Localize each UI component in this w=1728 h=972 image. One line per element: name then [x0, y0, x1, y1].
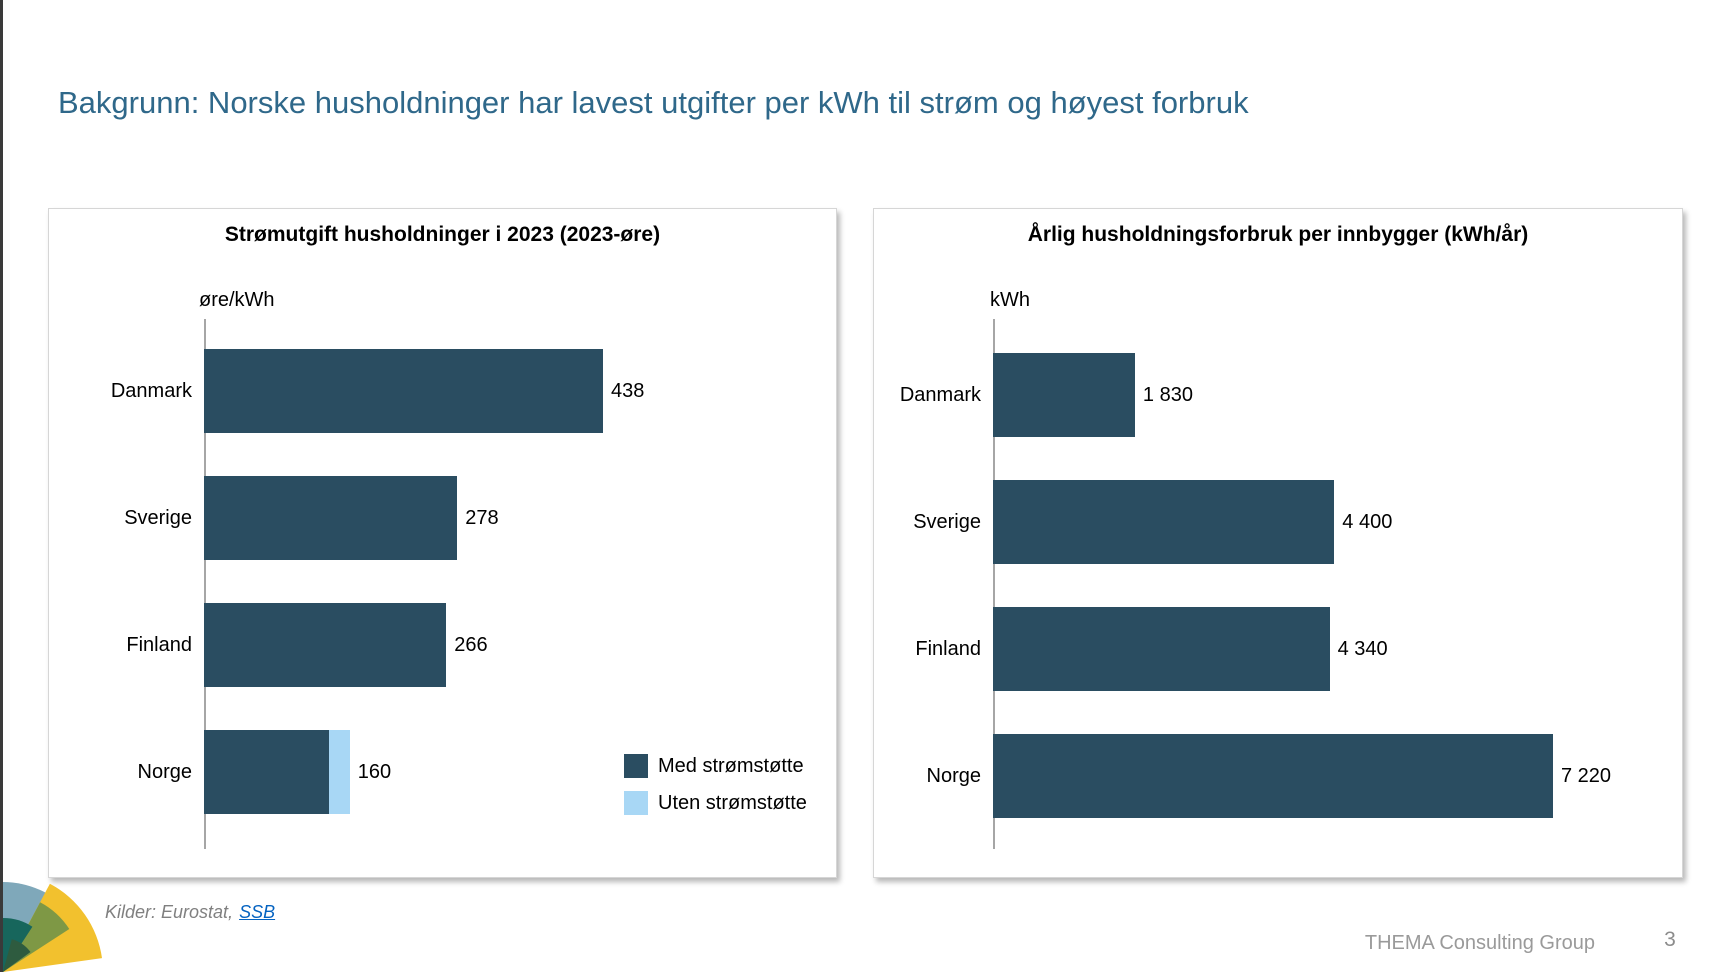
legend-item-uten-stromstotte: Uten strømstøtte: [624, 791, 807, 815]
chart-panel-forbruk: Årlig husholdningsforbruk per innbygger …: [873, 208, 1683, 878]
legend-item-med-stromstotte: Med strømstøtte: [624, 754, 807, 778]
bar-value-label: 438: [611, 379, 645, 402]
bar-norge-uten-stromstotte: [328, 730, 350, 814]
bar-value-label: 4 400: [1342, 510, 1393, 533]
bar-row-norge: Norge 160: [49, 730, 391, 814]
bar-row-danmark: Danmark 1 830: [874, 353, 1193, 437]
sources-line: Kilder: Eurostat, SSB: [105, 902, 275, 923]
slide-left-border: [0, 0, 3, 972]
category-label: Norge: [926, 764, 981, 787]
y-axis-line: [204, 319, 206, 849]
bar-row-danmark: Danmark 438: [49, 349, 644, 433]
bar-norge-med-stromstotte: [204, 730, 329, 814]
bar-sverige: [204, 476, 458, 560]
bar-row-sverige: Sverige 278: [49, 476, 499, 560]
category-label: Finland: [126, 633, 192, 656]
bar-row-sverige: Sverige 4 400: [874, 480, 1392, 564]
chart-title-forbruk: Årlig husholdningsforbruk per innbygger …: [1027, 223, 1529, 246]
legend: Med strømstøtte Uten strømstøtte: [624, 754, 807, 815]
bar-value-label: 4 340: [1337, 637, 1388, 660]
bar-finland: [204, 603, 447, 687]
category-label: Danmark: [110, 379, 192, 402]
page-number: 3: [1664, 928, 1676, 951]
bar-value-label: 266: [454, 633, 488, 656]
y-axis-line: [993, 319, 995, 849]
category-label: Sverige: [124, 506, 192, 529]
footer-company: THEMA Consulting Group: [1364, 932, 1595, 954]
bar-value-label: 1 830: [1142, 383, 1193, 406]
bar-row-finland: Finland 266: [49, 603, 488, 687]
category-label: Danmark: [899, 383, 981, 406]
category-label: Norge: [137, 760, 192, 783]
legend-label: Uten strømstøtte: [658, 791, 807, 814]
bar-danmark: [993, 353, 1135, 437]
category-label: Sverige: [913, 510, 981, 533]
legend-swatch-dark: [624, 754, 648, 778]
bar-finland: [993, 607, 1330, 691]
bar-norge: [993, 734, 1553, 818]
bar-value-label: 7 220: [1561, 764, 1612, 787]
axis-unit-label: kWh: [990, 289, 1030, 311]
bar-value-label: 278: [465, 506, 499, 529]
sources-text: Kilder: Eurostat,: [105, 902, 234, 922]
bar-row-finland: Finland 4 340: [874, 607, 1388, 691]
ssb-link[interactable]: SSB: [239, 902, 276, 922]
chart-title-stromutgift: Strømutgift husholdninger i 2023 (2023-ø…: [224, 223, 661, 246]
bar-row-norge: Norge 7 220: [874, 734, 1611, 818]
bar-danmark: [204, 349, 603, 433]
axis-unit-label: øre/kWh: [199, 289, 275, 311]
slide-title: Bakgrunn: Norske husholdninger har laves…: [58, 84, 1249, 120]
bar-sverige: [993, 480, 1335, 564]
thema-logo: [3, 882, 102, 972]
legend-swatch-light: [624, 791, 648, 815]
bar-value-label: 160: [357, 760, 392, 783]
category-label: Finland: [915, 637, 981, 660]
chart-panel-stromutgift: Strømutgift husholdninger i 2023 (2023-ø…: [48, 208, 837, 878]
legend-label: Med strømstøtte: [658, 754, 804, 777]
